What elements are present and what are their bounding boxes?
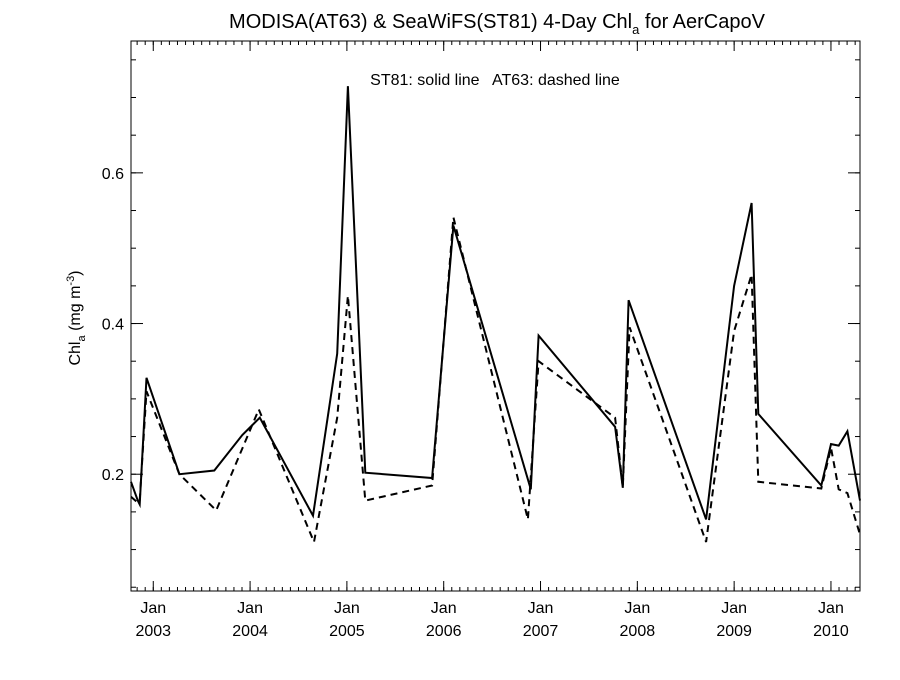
x-tick-month-label: Jan <box>624 600 650 617</box>
plot-frame <box>130 40 861 592</box>
x-tick-month-label: Jan <box>237 600 263 617</box>
x-tick-month-label: Jan <box>818 600 844 617</box>
x-tick-year-label: 2005 <box>329 623 365 640</box>
y-tick-label: 0.2 <box>102 467 124 484</box>
x-tick-year-label: 2009 <box>716 623 752 640</box>
y-tick-label: 0.4 <box>102 317 124 334</box>
series-line-dashed <box>130 217 861 546</box>
x-tick-month-label: Jan <box>140 600 166 617</box>
x-tick-month-label: Jan <box>721 600 747 617</box>
x-tick-year-label: 2006 <box>426 623 462 640</box>
series-line-solid <box>130 86 861 520</box>
x-tick-month-label: Jan <box>431 600 457 617</box>
x-tick-year-label: 2007 <box>523 623 559 640</box>
x-tick-year-label: 2008 <box>620 623 656 640</box>
x-tick-month-label: Jan <box>528 600 554 617</box>
x-tick-year-label: 2010 <box>813 623 849 640</box>
x-tick-month-label: Jan <box>334 600 360 617</box>
chart-title: MODISA(AT63) & SeaWiFS(ST81) 4-Day Chla … <box>229 11 766 37</box>
chart-annotation: ST81: solid line AT63: dashed line <box>370 72 620 89</box>
x-tick-year-label: 2004 <box>232 623 268 640</box>
x-tick-year-label: 2003 <box>135 623 171 640</box>
y-tick-label: 0.6 <box>102 166 124 183</box>
y-axis-label: Chla (mg m-3) <box>65 270 88 365</box>
